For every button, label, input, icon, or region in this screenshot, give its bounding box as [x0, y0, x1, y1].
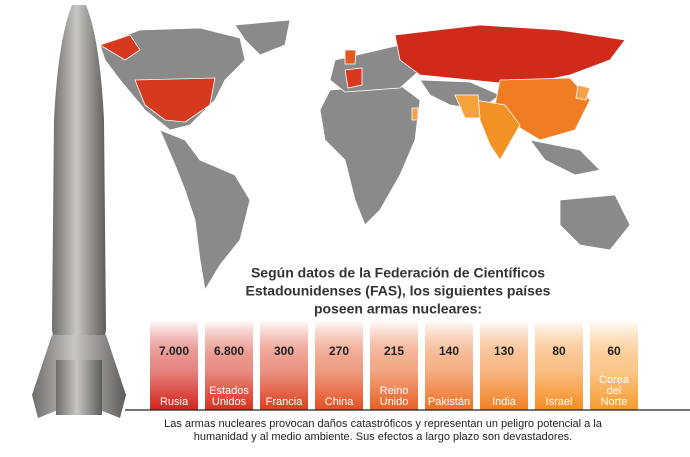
country-name: Pakistán — [428, 396, 470, 408]
country-value: 270 — [329, 344, 349, 358]
footer-line: humanidad y al medio ambiente. Sus efect… — [194, 431, 573, 443]
country-name: Reino — [380, 385, 409, 397]
country-name: Israel — [546, 396, 573, 408]
country-name: India — [492, 396, 517, 408]
intro-line: Estadounidenses (FAS), los siguientes pa… — [246, 283, 551, 299]
country-column — [315, 320, 363, 410]
country-value: 7.000 — [159, 344, 189, 358]
country-value: 140 — [439, 344, 459, 358]
world-map — [99, 19, 631, 292]
country-name: Corea — [599, 374, 630, 386]
country-column — [370, 320, 418, 410]
intro-text: Según datos de la Federación de Científi… — [246, 265, 551, 317]
country-value: 6.800 — [214, 344, 244, 358]
missile — [32, 5, 126, 418]
country-column — [425, 320, 473, 410]
country-name: Unidos — [212, 396, 247, 408]
country-value: 215 — [384, 344, 404, 358]
country-column — [535, 320, 583, 410]
country-name: del — [607, 385, 622, 397]
country-column — [260, 320, 308, 410]
country-column — [590, 320, 638, 410]
country-value: 60 — [607, 344, 621, 358]
country-value: 130 — [494, 344, 514, 358]
intro-line: poseen armas nucleares: — [314, 301, 482, 317]
country-value: 300 — [274, 344, 294, 358]
country-column — [205, 320, 253, 410]
footer-text: Las armas nucleares provocan daños catas… — [164, 418, 603, 443]
country-column — [150, 320, 198, 410]
country-name: Francia — [266, 396, 304, 408]
intro-line: Según datos de la Federación de Científi… — [251, 265, 545, 281]
country-name: Norte — [601, 396, 628, 408]
footer-line: Las armas nucleares provocan daños catas… — [164, 418, 603, 430]
country-value: 80 — [552, 344, 566, 358]
country-name: China — [325, 396, 355, 408]
country-column — [480, 320, 528, 410]
country-name: Rusia — [160, 396, 189, 408]
country-name: Unido — [380, 396, 409, 408]
country-name: Estados — [209, 385, 249, 397]
